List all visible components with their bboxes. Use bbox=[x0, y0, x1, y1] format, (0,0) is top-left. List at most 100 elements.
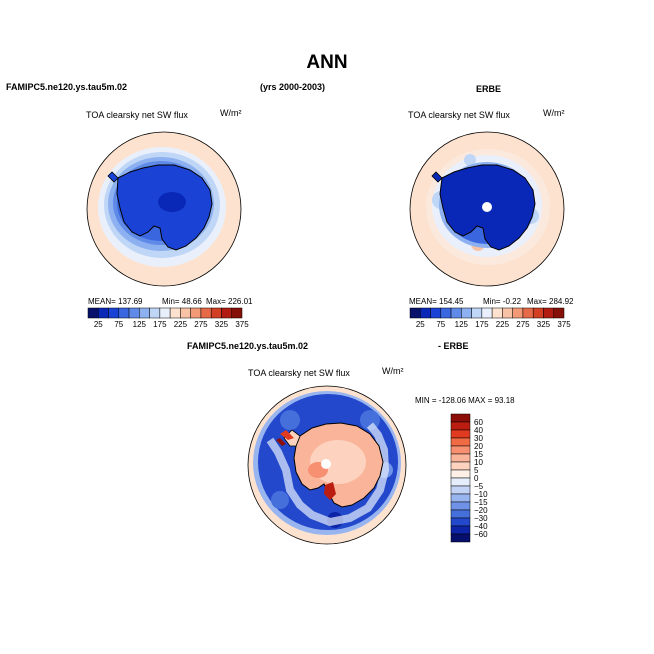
panel1-colorbar-swatch bbox=[98, 307, 109, 319]
panel2-colorbar-tick-label: 25 bbox=[416, 320, 425, 329]
panel1-colorbar-tick-label: 25 bbox=[94, 320, 103, 329]
panel1-border bbox=[86, 131, 242, 287]
obs-label: ERBE bbox=[476, 84, 502, 94]
panel1-colorbar-swatch bbox=[180, 307, 191, 319]
panel3-colorbar-swatch bbox=[450, 437, 471, 447]
panel2-colorbar-swatch bbox=[471, 307, 483, 319]
panel2-colorbar-swatch bbox=[461, 307, 472, 319]
panel1-min: Min= 48.66 bbox=[162, 297, 202, 306]
panel3-colorbar-tick-label: −60 bbox=[474, 530, 488, 539]
years-label: (yrs 2000-2003) bbox=[260, 82, 326, 92]
panel2-colorbar-tick-label: 275 bbox=[516, 320, 530, 329]
panel1-colorbar-swatch bbox=[210, 307, 222, 319]
panel2-colorbar-swatch bbox=[440, 307, 452, 319]
panel2-colorbar-swatch bbox=[430, 307, 442, 319]
panel3-colorbar-swatch bbox=[450, 461, 471, 471]
panel3-colorbar-swatch bbox=[450, 533, 471, 543]
panel2-colorbar-swatch bbox=[409, 307, 421, 319]
model-case-label: FAMIPC5.ne120.ys.tau5m.02 bbox=[6, 82, 128, 92]
panel2-colorbar-swatch bbox=[420, 307, 431, 319]
panel1-title: TOA clearsky net SW flux bbox=[86, 110, 188, 120]
panel2-colorbar-swatch bbox=[543, 307, 554, 319]
panel2-colorbar-swatch bbox=[512, 307, 524, 319]
panel2-title: TOA clearsky net SW flux bbox=[408, 110, 510, 120]
panel2-colorbar-tick-label: 325 bbox=[537, 320, 551, 329]
panel1-colorbar-tick-label: 375 bbox=[235, 320, 249, 329]
panel3-minmax: MIN = -128.06 MAX = 93.18 bbox=[415, 396, 515, 405]
diff-model-label: FAMIPC5.ne120.ys.tau5m.02 bbox=[187, 341, 309, 351]
panel2-colorbar-tick-label: 375 bbox=[557, 320, 571, 329]
panel3-colorbar-swatch bbox=[450, 493, 471, 503]
panel1-colorbar-tick-label: 75 bbox=[114, 320, 123, 329]
panel1-colorbar-tick-label: 325 bbox=[215, 320, 229, 329]
panel3-colorbar-swatch bbox=[450, 501, 471, 511]
panel2-colorbar-tick-label: 225 bbox=[496, 320, 510, 329]
panel2-colorbar-swatch bbox=[522, 307, 534, 319]
panel3-colorbar-swatch bbox=[450, 429, 471, 439]
panel1-colorbar-tick-label: 125 bbox=[133, 320, 147, 329]
panel3-colorbar-swatch bbox=[450, 453, 471, 463]
panel1-colorbar-swatch bbox=[139, 307, 150, 319]
panel2-mean: MEAN= 154.45 bbox=[409, 297, 464, 306]
panel2-colorbar-tick-label: 75 bbox=[436, 320, 445, 329]
panel2-max: Max= 284.92 bbox=[527, 297, 574, 306]
panel3-colorbar-tick-label: 40 bbox=[474, 426, 483, 435]
panel2-colorbar-swatch bbox=[481, 307, 493, 319]
panel1-map bbox=[87, 132, 241, 286]
panel3-border bbox=[247, 385, 407, 545]
panel3-colorbar-swatch bbox=[450, 445, 471, 455]
panel2-colorbar-swatch bbox=[491, 307, 503, 319]
panel2-colorbar-swatch bbox=[502, 307, 513, 319]
panel1-max: Max= 226.01 bbox=[206, 297, 253, 306]
panel3-colorbar-tick-label: 20 bbox=[474, 442, 483, 451]
panel3-colorbar-tick-label: −40 bbox=[474, 522, 488, 531]
panel3-colorbar-tick-label: −10 bbox=[474, 490, 488, 499]
panel1-colorbar-swatch bbox=[190, 307, 202, 319]
panel3-colorbar-tick-label: 0 bbox=[474, 474, 479, 483]
panel3-colorbar-swatch bbox=[450, 469, 471, 479]
panel3-colorbar-tick-label: 60 bbox=[474, 418, 483, 427]
panel1-colorbar-swatch bbox=[87, 307, 99, 319]
panel1-colorbar-swatch bbox=[200, 307, 212, 319]
panel3-colorbar-swatch bbox=[450, 413, 471, 423]
panel1-units: W/m² bbox=[220, 108, 242, 118]
panel1-colorbar-swatch bbox=[118, 307, 130, 319]
panel3-colorbar-swatch bbox=[450, 525, 471, 535]
panel1-colorbar-tick-label: 275 bbox=[194, 320, 208, 329]
panel3-title: TOA clearsky net SW flux bbox=[248, 368, 350, 378]
panel1-colorbar-swatch bbox=[149, 307, 161, 319]
panel1-colorbar-swatch bbox=[108, 307, 120, 319]
panel3-colorbar-tick-label: 30 bbox=[474, 434, 483, 443]
panel2-colorbar-swatch bbox=[450, 307, 462, 319]
panel2-map bbox=[410, 132, 564, 286]
panel2-colorbar-tick-label: 125 bbox=[455, 320, 469, 329]
panel3-map bbox=[248, 386, 406, 544]
panel2-colorbar-swatch bbox=[532, 307, 544, 319]
panel2-colorbar: 25 75 125 175 225 275 325 375 bbox=[409, 307, 571, 329]
panel3-colorbar-tick-label: −30 bbox=[474, 514, 488, 523]
panel1-colorbar-swatch bbox=[159, 307, 171, 319]
panel2-units: W/m² bbox=[543, 108, 565, 118]
panel3-colorbar-swatch bbox=[450, 485, 471, 495]
panel1-colorbar-swatch bbox=[169, 307, 181, 319]
panel1-colorbar-swatch bbox=[221, 307, 232, 319]
panel3-colorbar-swatch bbox=[450, 477, 471, 487]
panel1-mean: MEAN= 137.69 bbox=[88, 297, 143, 306]
panel1-colorbar: 25 75 125 175 225 275 325 375 bbox=[87, 307, 249, 329]
diff-obs-label: - ERBE bbox=[438, 341, 469, 351]
panel2-colorbar-tick-label: 175 bbox=[475, 320, 489, 329]
panel2-colorbar-swatch bbox=[553, 307, 565, 319]
panel1-colorbar-tick-label: 175 bbox=[153, 320, 167, 329]
panel1-colorbar-tick-label: 225 bbox=[174, 320, 188, 329]
panel1-colorbar-swatch bbox=[231, 307, 243, 319]
panel3-colorbar-tick-label: 5 bbox=[474, 466, 479, 475]
panel3-colorbar-swatch bbox=[450, 421, 471, 431]
panel3-colorbar-tick-label: 15 bbox=[474, 450, 483, 459]
panel2-min: Min= -0.22 bbox=[483, 297, 522, 306]
main-title: ANN bbox=[306, 52, 348, 73]
panel3-colorbar-swatch bbox=[450, 517, 471, 527]
panel3-colorbar-swatch bbox=[450, 509, 471, 519]
panel2-border bbox=[409, 131, 565, 287]
